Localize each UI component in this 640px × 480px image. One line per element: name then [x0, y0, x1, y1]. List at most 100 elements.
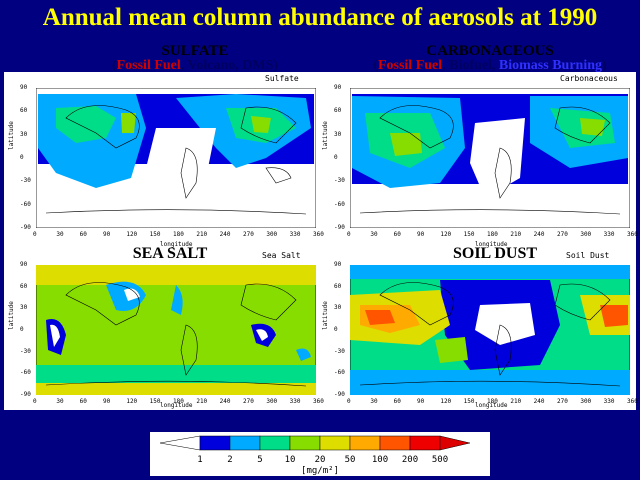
longitude-label-2: longitude — [475, 241, 508, 248]
lon-tick: 210 — [196, 231, 208, 238]
lon-tick: 180 — [487, 398, 498, 405]
dust-map — [350, 265, 630, 395]
lon-tick: 330 — [603, 231, 615, 238]
lat-tick: 30 — [334, 130, 342, 138]
legend-swatch — [319, 435, 351, 451]
legend-level: 200 — [402, 455, 418, 464]
latitude-label-1: latitude — [8, 121, 15, 150]
lon-tick: 300 — [266, 231, 278, 238]
carbonaceous-map-label: Carbonaceous — [560, 74, 618, 83]
dust-map-label: Soil Dust — [566, 251, 610, 260]
carbonaceous-map — [350, 88, 630, 228]
lon-tick: 330 — [289, 398, 301, 405]
longitude-label-4: longitude — [475, 402, 508, 409]
lon-tick: 210 — [510, 231, 522, 238]
lon-tick: 30 — [56, 398, 64, 405]
legend-units: [mg/m²] — [301, 466, 339, 476]
lon-tick: 60 — [79, 398, 87, 405]
lon-tick: 180 — [173, 231, 184, 238]
lat-tick: 90 — [20, 84, 28, 91]
lon-tick: 180 — [487, 231, 498, 238]
lon-tick: 330 — [603, 398, 615, 405]
lon-tick: 60 — [393, 231, 401, 238]
page-title: Annual mean column abundance of aerosols… — [42, 4, 598, 31]
lat-tick: -30 — [334, 177, 345, 185]
lon-tick: 60 — [79, 231, 87, 238]
legend-swatch — [199, 435, 231, 451]
legend-swatch — [439, 435, 471, 451]
lon-tick: 360 — [627, 398, 638, 405]
lon-tick: 180 — [173, 398, 184, 405]
color-legend: 1 2 5 10 20 50 100 200 500 [mg/m²] — [150, 432, 490, 476]
lat-tick: -90 — [334, 391, 345, 398]
sulfate-map — [36, 88, 316, 228]
legend-swatch — [349, 435, 381, 451]
lon-tick: 60 — [393, 398, 401, 405]
carbonaceous-sources: (Fossil Fuel, Biofuel, Biomass Burning) — [373, 58, 607, 73]
lat-tick: -30 — [334, 347, 345, 355]
legend-colorbar: 1 2 5 10 20 50 100 200 500 — [159, 435, 471, 464]
legend-level: 5 — [257, 455, 262, 464]
longitude-label-3: longitude — [160, 402, 193, 409]
legend-level: 10 — [285, 455, 296, 464]
lat-tick: 60 — [334, 282, 342, 290]
lat-tick: 90 — [334, 84, 342, 91]
lat-tick: -60 — [334, 369, 345, 377]
lon-tick: 150 — [149, 231, 161, 238]
lat-tick: 30 — [20, 130, 28, 138]
sulfate-map-label: Sulfate — [265, 74, 299, 83]
latitude-label-4: latitude — [322, 301, 329, 330]
lat-tick: -30 — [20, 347, 31, 355]
legend-swatch — [379, 435, 411, 451]
legend-level: 50 — [345, 455, 356, 464]
lon-tick: 300 — [580, 398, 592, 405]
lat-tick: 0 — [334, 154, 338, 161]
lon-tick: 240 — [219, 398, 231, 405]
legend-level: 2 — [227, 455, 232, 464]
lon-tick: 120 — [126, 231, 138, 238]
sulfate-sources: (Fossil Fuel, Volcano, DMS) — [111, 58, 279, 73]
lon-tick: 240 — [219, 231, 231, 238]
latitude-label-2: latitude — [322, 121, 329, 150]
lat-tick: 60 — [334, 107, 342, 115]
lon-tick: 30 — [370, 398, 378, 405]
legend-swatch — [229, 435, 261, 451]
lat-tick: 60 — [20, 107, 28, 115]
lat-tick: -60 — [334, 200, 345, 208]
legend-level: 500 — [432, 455, 448, 464]
latitude-label-3: latitude — [8, 301, 15, 330]
lon-tick: 270 — [243, 398, 254, 405]
legend-swatch — [289, 435, 321, 451]
lon-tick: 0 — [33, 398, 37, 405]
lat-tick: 30 — [20, 304, 28, 312]
lon-tick: 30 — [56, 231, 64, 238]
legend-swatch — [409, 435, 441, 451]
lat-tick: 30 — [334, 304, 342, 312]
lon-tick: 330 — [289, 231, 301, 238]
longitude-label-1: longitude — [160, 241, 193, 248]
lon-tick: 360 — [313, 231, 324, 238]
lon-tick: 90 — [417, 398, 425, 405]
seasalt-heading: SEA SALT — [132, 245, 208, 262]
lon-tick: 120 — [440, 231, 452, 238]
lat-tick: 90 — [334, 261, 342, 268]
lon-tick: 150 — [463, 231, 475, 238]
legend-swatch — [159, 435, 201, 451]
lat-tick: 90 — [20, 261, 28, 268]
lat-tick: -90 — [20, 224, 31, 231]
lon-tick: 30 — [370, 231, 378, 238]
lon-tick: 90 — [417, 231, 425, 238]
lon-tick: 0 — [33, 231, 37, 238]
lat-tick: 60 — [20, 282, 28, 290]
sulfate-heading: SULFATE — [161, 43, 229, 59]
lat-tick: 0 — [334, 326, 338, 333]
lon-tick: 0 — [347, 231, 351, 238]
lat-tick: -30 — [20, 177, 31, 185]
lon-tick: 120 — [126, 398, 138, 405]
lon-tick: 150 — [463, 398, 475, 405]
lat-tick: 0 — [20, 326, 24, 333]
legend-level: 1 — [197, 455, 202, 464]
lon-tick: 90 — [103, 398, 111, 405]
lon-tick: 120 — [440, 398, 452, 405]
lon-tick: 210 — [196, 398, 208, 405]
